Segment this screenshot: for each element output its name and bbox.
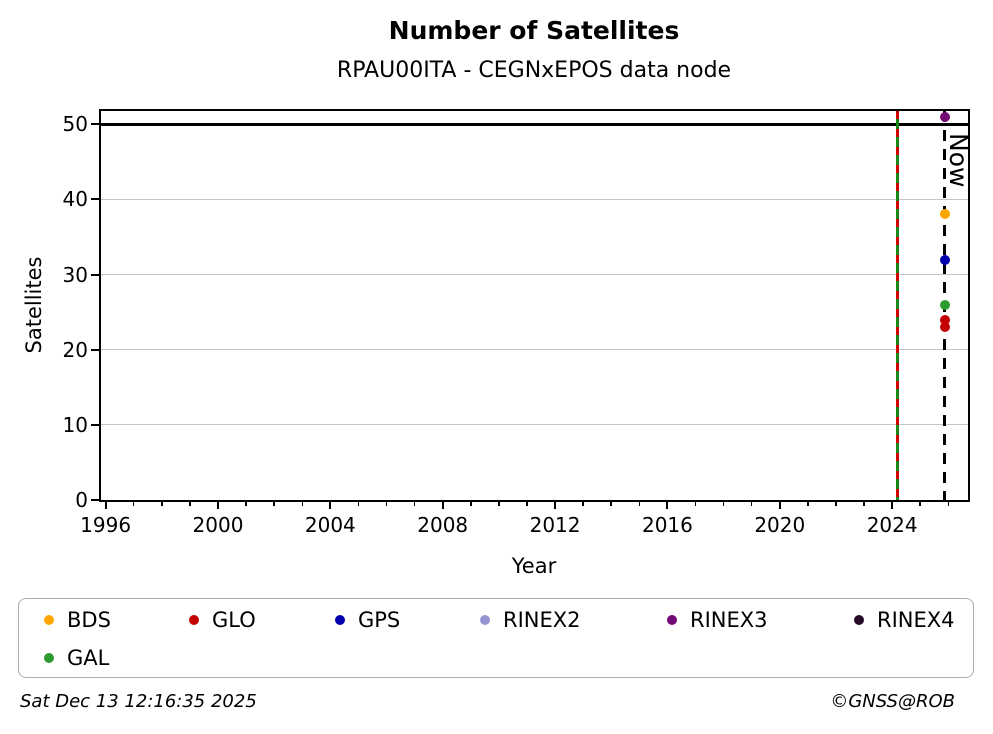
copyright-credit: ©GNSS@ROB (830, 691, 955, 712)
x-minor-tick-2013 (582, 501, 584, 506)
x-tick-label-2004: 2004 (304, 513, 356, 537)
y-tick-label-40: 40 (62, 187, 88, 212)
x-minor-tick-2022 (835, 501, 837, 506)
legend-swatch-RINEX2 (480, 615, 490, 625)
legend-swatch-GAL (44, 653, 54, 663)
x-minor-tick-2019 (750, 501, 753, 506)
point-GAL-0 (939, 299, 950, 310)
chart-subtitle: RPAU00ITA - CEGNxEPOS data node (336, 58, 732, 83)
y-tick-10 (91, 423, 100, 426)
x-minor-tick-2005 (357, 501, 360, 506)
max-satellites-line (100, 122, 968, 126)
x-minor-tick-2015 (638, 501, 641, 506)
x-minor-tick-2017 (694, 501, 697, 506)
y-tick-0 (91, 499, 100, 501)
legend-item-RINEX2: RINEX2 (480, 607, 581, 633)
legend-swatch-GPS (335, 615, 345, 625)
x-minor-tick-2026 (947, 501, 950, 506)
y-axis-label: Satellites (22, 256, 46, 354)
x-minor-tick-1999 (189, 501, 191, 506)
x-minor-tick-2014 (610, 501, 612, 506)
x-axis-label: Year (511, 554, 557, 578)
gridline-y20 (100, 349, 968, 351)
y-tick-30 (91, 273, 100, 276)
x-tick-label-2020: 2020 (754, 513, 806, 537)
chart-title: Number of Satellites (388, 16, 680, 45)
legend-swatch-GLO (189, 615, 199, 625)
x-minor-tick-2006 (385, 501, 388, 506)
point-RINEX3-0 (939, 111, 950, 122)
x-tick-2024 (891, 501, 894, 509)
x-tick-label-2024: 2024 (866, 513, 918, 537)
legend-swatch-BDS (44, 615, 54, 625)
x-tick-label-2016: 2016 (641, 513, 693, 537)
x-minor-tick-2001 (245, 501, 247, 506)
legend-swatch-RINEX3 (667, 615, 677, 625)
legend-label-RINEX3: RINEX3 (690, 608, 768, 632)
x-minor-tick-1998 (161, 501, 163, 506)
legend-label-GAL: GAL (67, 646, 110, 670)
y-tick-label-10: 10 (62, 412, 88, 437)
x-tick-2020 (778, 501, 781, 509)
y-tick-40 (91, 198, 100, 201)
x-tick-label-2012: 2012 (529, 513, 581, 537)
x-minor-tick-2003 (301, 501, 303, 506)
legend-item-GLO: GLO (189, 607, 256, 633)
y-tick-20 (91, 348, 100, 351)
x-minor-tick-2010 (498, 501, 500, 506)
y-tick-label-20: 20 (62, 337, 88, 362)
legend-label-GPS: GPS (358, 608, 401, 632)
y-tick-label-30: 30 (62, 262, 88, 287)
x-tick-2004 (329, 501, 332, 509)
gridline-y40 (100, 198, 968, 200)
x-tick-2012 (554, 501, 557, 509)
legend-item-GAL: GAL (44, 645, 109, 671)
legend-label-RINEX4: RINEX4 (877, 608, 955, 632)
x-minor-tick-2002 (273, 501, 275, 506)
point-GPS-0 (939, 254, 950, 265)
gridline-y10 (100, 424, 968, 426)
y-tick-50 (91, 123, 100, 126)
x-minor-tick-2007 (413, 501, 416, 506)
point-BDS-0 (939, 209, 950, 220)
point-GLO-0 (939, 314, 950, 325)
legend-item-RINEX3: RINEX3 (667, 607, 768, 633)
y-tick-label-0: 0 (75, 488, 88, 512)
x-tick-2000 (216, 501, 219, 509)
gridline-y30 (100, 274, 968, 276)
legend-item-GPS: GPS (335, 607, 400, 633)
legend-label-BDS: BDS (67, 608, 111, 632)
now-label: Now (943, 133, 973, 188)
plot-timestamp: Sat Dec 13 12:16:35 2025 (20, 691, 257, 712)
x-minor-tick-1997 (132, 501, 135, 506)
x-minor-tick-2009 (470, 501, 472, 506)
x-minor-tick-2011 (526, 501, 528, 506)
x-minor-tick-2018 (722, 501, 725, 506)
point-GLO-1 (939, 322, 950, 333)
x-tick-label-2000: 2000 (192, 513, 244, 537)
legend-item-RINEX4: RINEX4 (854, 607, 955, 633)
legend-swatch-RINEX4 (854, 615, 864, 625)
legend: BDS GLO GPS RINEX2 RINEX3 RINEX4 GAL (18, 598, 974, 678)
legend-label-RINEX2: RINEX2 (503, 608, 581, 632)
legend-label-GLO: GLO (212, 608, 256, 632)
x-minor-tick-2025 (919, 501, 921, 506)
legend-item-BDS: BDS (44, 607, 111, 633)
x-tick-2016 (666, 501, 669, 509)
y-tick-label-50: 50 (62, 112, 88, 137)
plot-frame (99, 109, 970, 502)
x-minor-tick-2021 (807, 501, 809, 506)
x-tick-label-2008: 2008 (417, 513, 469, 537)
x-tick-1996 (104, 501, 107, 509)
x-tick-2008 (441, 501, 444, 509)
receiver-change-line (896, 111, 900, 500)
x-tick-label-1996: 1996 (80, 513, 132, 537)
x-minor-tick-2023 (863, 501, 865, 506)
